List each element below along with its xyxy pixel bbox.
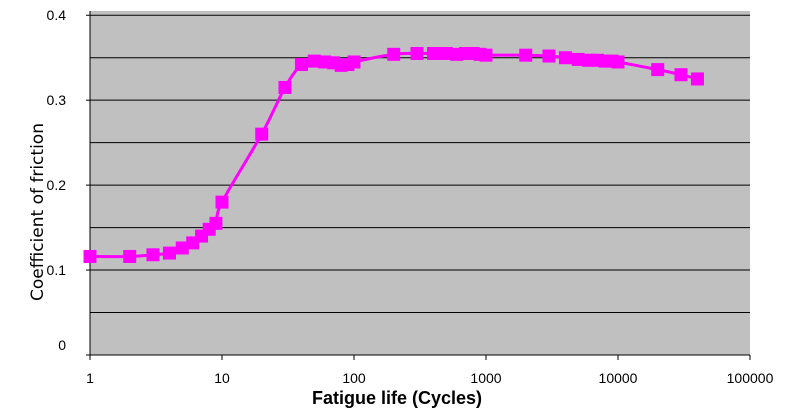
data-point xyxy=(255,127,269,141)
data-point xyxy=(387,47,401,61)
data-point xyxy=(175,241,189,255)
data-point xyxy=(439,46,453,60)
x-tick-labels: 1 10 100 1000 10000 100000 xyxy=(86,370,773,386)
grid-lines xyxy=(90,14,750,314)
data-point xyxy=(690,72,704,86)
x-tick-marks xyxy=(89,355,751,360)
data-point xyxy=(410,46,424,60)
x-tick-label: 1000 xyxy=(470,370,501,386)
plot-area xyxy=(90,11,750,355)
x-tick-label: 1 xyxy=(86,370,94,386)
y-axis-label: Coefficient of friction xyxy=(28,123,48,301)
y-tick-label: 0.2 xyxy=(47,177,67,193)
data-point xyxy=(215,195,229,209)
data-point xyxy=(146,248,160,262)
data-point xyxy=(162,246,176,260)
x-axis-label: Fatigue life (Cycles) xyxy=(312,388,482,408)
series-markers xyxy=(83,46,704,263)
y-tick-label: 0.1 xyxy=(47,262,67,278)
x-tick-label: 10 xyxy=(214,370,230,386)
data-point xyxy=(611,55,625,69)
y-tick-label: 0.3 xyxy=(47,92,67,108)
data-point xyxy=(278,80,292,94)
data-point xyxy=(347,55,361,69)
data-point xyxy=(307,54,321,68)
y-tick-marks xyxy=(86,14,90,356)
x-tick-label: 100 xyxy=(342,370,366,386)
data-point xyxy=(83,249,97,263)
data-point xyxy=(519,48,533,62)
data-point xyxy=(294,58,308,72)
y-tick-label: 0 xyxy=(58,337,66,353)
x-tick-label: 100000 xyxy=(727,370,774,386)
data-point xyxy=(651,63,665,77)
data-point xyxy=(558,51,572,65)
data-point xyxy=(123,249,137,263)
data-point xyxy=(674,68,688,82)
y-tick-label: 0.4 xyxy=(47,7,67,23)
y-tick-labels: 0 0.1 0.2 0.3 0.4 xyxy=(47,7,67,353)
data-point xyxy=(479,48,493,62)
x-tick-label: 10000 xyxy=(599,370,638,386)
data-point xyxy=(571,52,585,66)
data-point xyxy=(426,46,440,60)
data-point xyxy=(542,49,556,63)
data-point xyxy=(209,216,223,230)
